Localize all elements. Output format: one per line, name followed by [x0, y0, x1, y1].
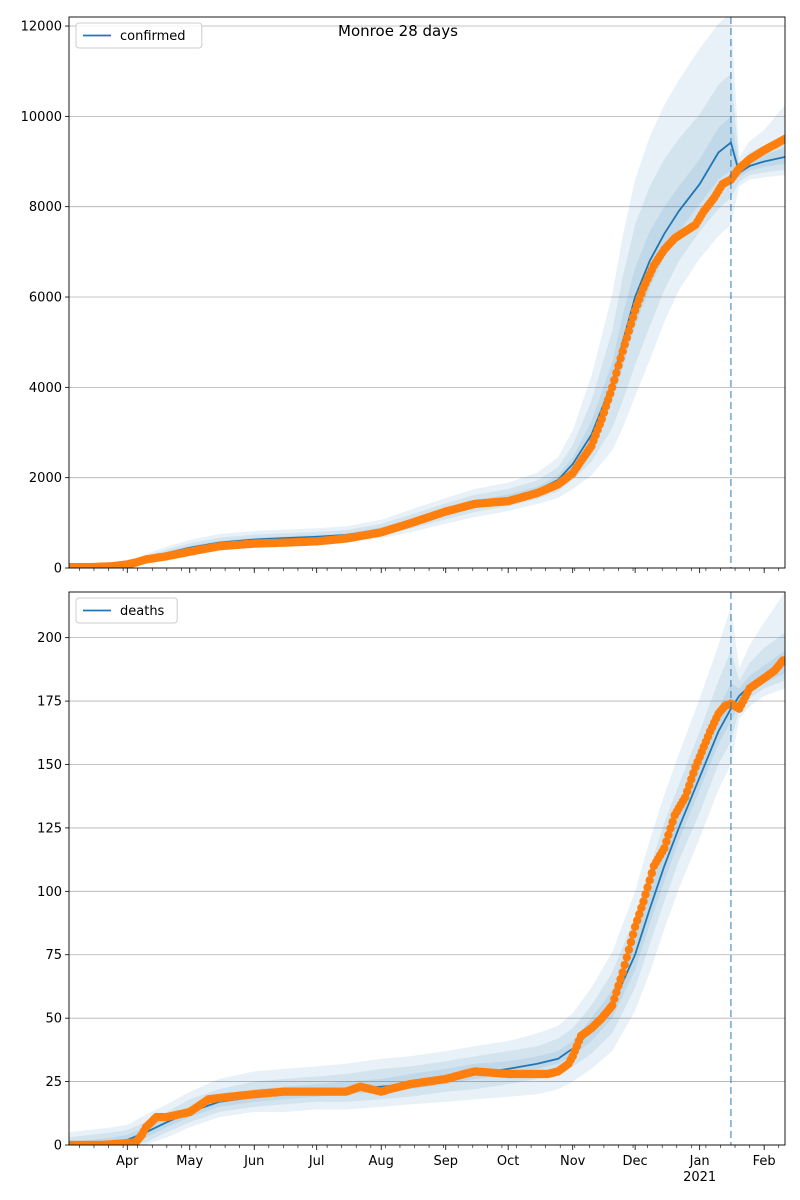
observed-point: [639, 897, 648, 906]
x-tick-label: Apr: [116, 1154, 139, 1169]
observed-point: [612, 368, 621, 378]
observed-point: [616, 974, 625, 984]
observed-point: [626, 319, 636, 329]
y-tick-label: 75: [45, 948, 62, 963]
confidence-band-1: [69, 650, 785, 1145]
y-tick-label: 4000: [29, 381, 62, 396]
y-tick-label: 50: [45, 1012, 62, 1027]
observed-point: [610, 375, 619, 385]
observed-point: [608, 1001, 617, 1010]
observed-point: [641, 890, 650, 899]
observed-point: [647, 868, 656, 878]
x-tick-label: Jun: [243, 1154, 264, 1169]
observed-point: [633, 916, 642, 925]
observed-point: [660, 844, 669, 853]
observed-point: [628, 313, 638, 322]
x-tick-label: Feb: [753, 1154, 776, 1169]
observed-point: [610, 994, 619, 1004]
x-tick-label: Nov: [560, 1154, 586, 1169]
y-tick-label: 25: [45, 1075, 62, 1090]
y-tick-label: 2000: [29, 471, 62, 486]
legend-label: deaths: [120, 604, 165, 619]
observed-point: [597, 414, 606, 424]
observed-point: [624, 326, 634, 336]
observed-point: [778, 656, 785, 665]
y-tick-label: 200: [37, 631, 62, 646]
observed-point: [622, 953, 631, 962]
observed-point: [635, 910, 644, 919]
confidence-band-2: [69, 73, 785, 568]
legend-box: [75, 597, 178, 624]
legend-label: confirmed: [120, 29, 186, 44]
observed-point: [645, 876, 654, 885]
y-tick-label: 6000: [29, 291, 62, 306]
x-tick-label: Aug: [369, 1154, 394, 1169]
observed-point: [626, 937, 636, 947]
y-tick-label: 10000: [21, 110, 62, 125]
observed-point: [643, 883, 652, 892]
x-tick-label: Sep: [433, 1154, 458, 1169]
chart-panel-deaths: 0 25 50 75 100 125 150 175 200 Apr May Jun Jul Aug Sep…: [37, 591, 786, 1185]
observed-point: [616, 354, 625, 363]
observed-point: [666, 824, 675, 833]
axes-frame: [68, 16, 786, 569]
legend-box: [75, 22, 203, 49]
observed-point: [628, 930, 638, 939]
x-tick-label: Jan: [689, 1154, 710, 1169]
chart-panel-confirmed: 0 2000 4000 6000 8000 10000 12000 confirmed: [21, 16, 786, 577]
observed-point: [662, 837, 671, 846]
observed-point: [622, 333, 631, 342]
observed-point: [624, 945, 634, 954]
observed-point: [664, 830, 673, 840]
confidence-band-3: [69, 17, 785, 568]
observed-point: [612, 988, 621, 997]
observed-point: [614, 981, 623, 990]
observed-point: [780, 134, 785, 144]
figure-title: Monroe 28 days: [338, 22, 458, 40]
observed-point: [614, 361, 623, 370]
x-tick-label: May: [176, 1154, 203, 1169]
observed-point: [608, 383, 617, 392]
x-year-label: 2021: [683, 1170, 716, 1185]
y-tick-label: 175: [37, 695, 62, 710]
observed-point: [599, 408, 609, 417]
y-tick-label: 150: [37, 758, 62, 773]
y-tick-label: 12000: [21, 20, 62, 35]
observed-point: [606, 389, 615, 398]
confidence-band-3: [69, 592, 785, 1145]
observed-point: [618, 968, 627, 977]
observed-point: [668, 817, 677, 826]
y-tick-label: 125: [37, 821, 62, 836]
observed-point: [618, 347, 627, 356]
x-tick-label: Dec: [623, 1154, 648, 1169]
y-tick-label: 100: [37, 885, 62, 900]
x-tick-label: Jul: [308, 1154, 325, 1169]
y-tick-label: 0: [54, 562, 62, 577]
axes-frame: [68, 591, 786, 1146]
x-tick-label: Oct: [497, 1154, 519, 1169]
y-tick-label: 0: [54, 1139, 62, 1154]
observed-point: [620, 960, 629, 970]
y-tick-label: 8000: [29, 200, 62, 215]
observed-point: [620, 340, 629, 349]
